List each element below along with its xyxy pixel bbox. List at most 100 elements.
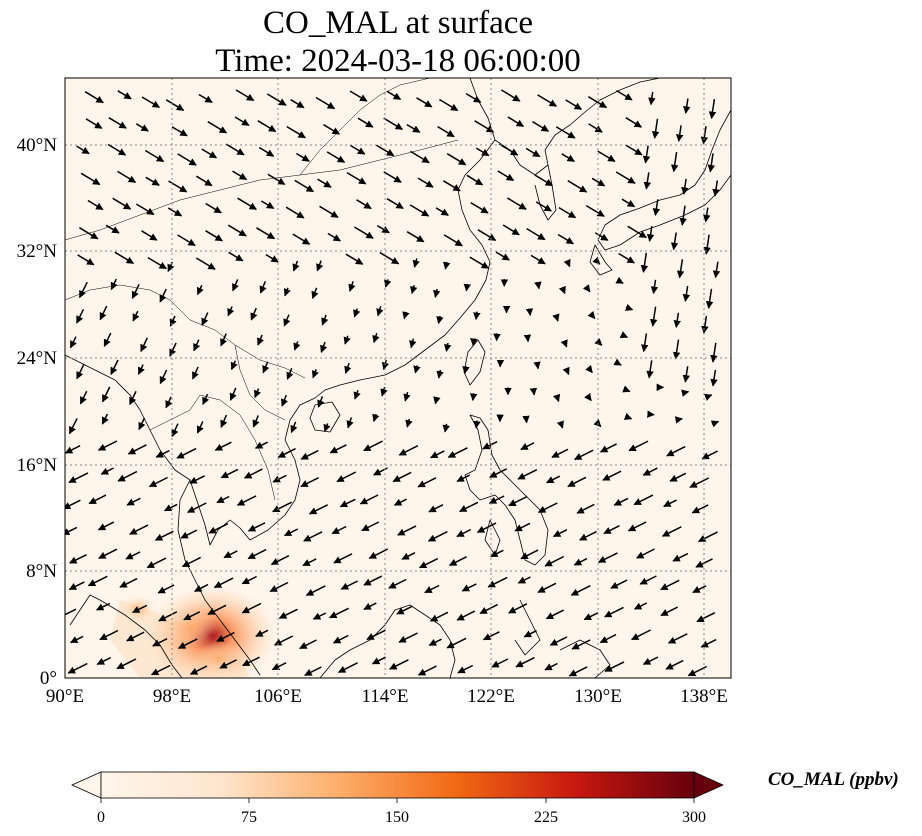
wind-arrow: [262, 361, 270, 374]
wind-arrow: [87, 575, 108, 587]
wind-arrow: [361, 521, 380, 532]
wind-arrow: [488, 495, 505, 504]
wind-arrow: [76, 145, 90, 155]
wind-arrow: [640, 333, 649, 353]
wind-arrow: [618, 252, 635, 264]
wind-arrow: [398, 445, 419, 456]
colorbar-tick-label: 0: [97, 809, 105, 826]
wind-arrow: [571, 639, 591, 650]
wind-arrow: [247, 522, 266, 532]
wind-arrow: [705, 288, 714, 309]
wind-arrow: [567, 180, 588, 193]
wind-arrow: [428, 504, 444, 513]
wind-arrow: [117, 170, 137, 183]
wind-arrow: [642, 145, 651, 164]
wind-arrow: [227, 306, 235, 317]
wind-arrow: [159, 288, 167, 303]
wind-arrow: [604, 606, 624, 618]
wind-arrow: [171, 423, 179, 438]
wind-arrow: [250, 307, 258, 321]
wind-arrow: [529, 387, 538, 396]
wind-arrow: [205, 230, 223, 242]
wind-arrow: [443, 180, 461, 192]
lon-tick-label: 90°E: [46, 686, 84, 707]
wind-arrow: [615, 171, 636, 184]
lat-tick-label: 8°N: [26, 561, 57, 582]
wind-arrow: [597, 150, 616, 163]
wind-arrow: [230, 360, 238, 371]
wind-arrow: [141, 96, 161, 109]
lon-tick-label: 114°E: [362, 686, 409, 707]
wind-arrow: [292, 233, 311, 245]
wind-arrow: [433, 288, 441, 298]
wind-arrow: [320, 341, 328, 354]
wind-arrow: [544, 555, 565, 567]
wind-arrow: [376, 306, 384, 317]
wind-arrow: [349, 90, 368, 102]
wind-arrow: [437, 125, 455, 138]
wind-arrow: [525, 147, 541, 158]
wind-arrow: [101, 413, 109, 425]
wind-arrow: [183, 611, 201, 621]
wind-arrow: [372, 332, 380, 344]
wind-arrow: [413, 365, 421, 374]
wind-arrow: [477, 229, 497, 242]
colorbar-tick-label: 225: [534, 809, 558, 826]
wind-arrow: [176, 447, 197, 459]
wind-arrow: [508, 495, 528, 507]
wind-arrow: [79, 227, 99, 240]
wind-arrow: [311, 287, 319, 300]
wind-arrow: [562, 366, 570, 376]
wind-arrow: [624, 144, 643, 156]
wind-arrow: [436, 315, 444, 325]
wind-arrow: [530, 254, 546, 265]
wind-arrow: [579, 530, 597, 541]
wind-arrow: [77, 254, 95, 266]
wind-arrow: [557, 233, 574, 245]
wind-arrow: [436, 369, 444, 379]
wind-arrow: [241, 575, 257, 585]
wind-arrow: [383, 171, 402, 183]
wind-arrow: [117, 470, 138, 482]
wind-arrow: [643, 172, 652, 190]
wind-arrow: [346, 417, 354, 429]
wind-arrow: [621, 198, 636, 208]
wind-arrow: [138, 417, 146, 431]
colorbar-label: CO_MAL (ppbv): [768, 769, 899, 790]
wind-arrow: [555, 126, 576, 139]
wind-arrow: [459, 501, 479, 513]
wind-arrow: [333, 553, 353, 564]
wind-arrow: [627, 225, 647, 239]
wind-arrow: [283, 528, 299, 537]
wind-arrow: [165, 396, 173, 409]
wind-arrow: [243, 468, 263, 479]
wind-arrow: [84, 91, 104, 104]
lon-tick-label: 106°E: [254, 686, 302, 707]
wind-arrow: [316, 260, 324, 272]
wind-arrow: [116, 658, 137, 670]
wind-arrow: [68, 418, 78, 435]
wind-arrow: [561, 153, 575, 163]
wind-arrow: [261, 200, 275, 210]
wind-arrow: [315, 96, 336, 110]
wind-arrow: [675, 125, 684, 142]
wind-arrow: [563, 258, 571, 268]
wind-arrow: [588, 123, 603, 133]
wind-arrow: [544, 662, 558, 671]
wind-arrow: [520, 549, 539, 560]
wind-arrow: [674, 416, 683, 424]
wind-arrow: [256, 227, 276, 240]
wind-arrow: [126, 497, 141, 506]
wind-arrow: [707, 153, 715, 173]
wind-arrow: [446, 637, 467, 649]
wind-arrow: [103, 332, 112, 347]
wind-arrow: [363, 575, 383, 586]
wind-arrow: [613, 358, 622, 366]
wind-arrow: [663, 499, 677, 508]
wind-arrow: [603, 525, 620, 535]
wind-arrow: [117, 90, 132, 100]
wind-arrow: [216, 631, 235, 642]
wind-arrow: [692, 585, 707, 594]
wind-arrow: [470, 338, 478, 346]
